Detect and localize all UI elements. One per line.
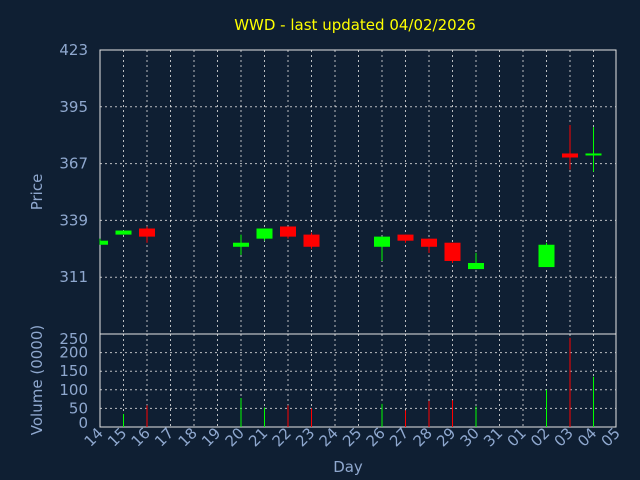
x-tick-label: 23	[292, 424, 318, 450]
x-tick-label: 04	[574, 424, 600, 450]
x-tick-label: 31	[480, 424, 506, 450]
chart-title: WWD - last updated 04/02/2026	[234, 16, 476, 34]
x-tick-label: 20	[222, 424, 248, 450]
candle	[99, 238, 108, 245]
volume-tick-label: 250	[59, 330, 88, 348]
candle-body	[280, 226, 296, 237]
x-tick-label: 01	[504, 424, 530, 450]
candle-body	[303, 234, 320, 247]
candle	[397, 234, 414, 243]
x-tick-label: 26	[363, 424, 389, 450]
candle	[585, 127, 602, 172]
candle-body	[397, 234, 414, 241]
x-tick-label: 17	[151, 424, 177, 450]
candle-body	[585, 153, 602, 156]
volume-tick-label: 100	[59, 381, 88, 399]
x-tick-label: 03	[551, 424, 577, 450]
volume-tick-label: 0	[78, 414, 88, 432]
price-tick-label: 311	[59, 268, 88, 286]
candle	[256, 228, 273, 241]
candle-body	[256, 228, 273, 239]
volume-axis-label: Volume (0000)	[28, 325, 46, 435]
candle	[139, 226, 155, 243]
candle	[303, 232, 320, 249]
x-tick-label: 30	[457, 424, 483, 450]
candle-body	[444, 242, 461, 261]
x-tick-label: 16	[128, 424, 154, 450]
price-tick-label: 367	[59, 155, 88, 173]
candle	[280, 226, 296, 239]
candles	[99, 125, 602, 270]
x-axis: 1415161718192021222324252627282930310102…	[81, 424, 624, 450]
candle	[468, 252, 484, 270]
candle	[233, 234, 249, 255]
volume-bars	[123, 337, 594, 427]
x-tick-label: 27	[386, 424, 412, 450]
x-tick-label: 25	[339, 424, 365, 450]
price-grid	[100, 50, 616, 334]
x-tick-label: 19	[198, 424, 224, 450]
price-tick-label: 423	[59, 41, 88, 59]
x-tick-label: 29	[433, 424, 459, 450]
volume-tick-label: 50	[69, 399, 88, 417]
candle-body	[421, 238, 437, 247]
x-tick-label: 21	[245, 424, 271, 450]
candle	[562, 125, 578, 170]
price-axis-label: Price	[28, 174, 46, 211]
candle	[538, 242, 555, 268]
candle-body	[374, 236, 390, 247]
x-tick-label: 05	[598, 424, 624, 450]
candle	[374, 236, 390, 261]
candle-body	[139, 228, 155, 237]
volume-tick-label: 200	[59, 344, 88, 362]
candle	[421, 238, 437, 253]
candle	[444, 242, 461, 263]
x-tick-label: 18	[175, 424, 201, 450]
candle-body	[115, 230, 132, 235]
candle-body	[562, 153, 578, 158]
candle-body	[100, 240, 108, 245]
candle	[115, 230, 132, 235]
candle-body	[233, 242, 249, 247]
x-tick-label: 28	[410, 424, 436, 450]
x-tick-label: 15	[104, 424, 130, 450]
volume-grid	[100, 334, 616, 427]
volume-panel-frame	[99, 333, 617, 428]
price-tick-label: 395	[59, 98, 88, 116]
candle-body	[468, 263, 484, 270]
candle-body	[538, 244, 555, 268]
x-axis-label: Day	[333, 458, 363, 476]
x-tick-label: 24	[316, 424, 342, 450]
price-axis: 423 395 367 339 311	[59, 41, 88, 286]
price-tick-label: 339	[59, 211, 88, 229]
x-tick-label: 22	[269, 424, 295, 450]
x-tick-label: 02	[527, 424, 553, 450]
volume-tick-label: 150	[59, 362, 88, 380]
